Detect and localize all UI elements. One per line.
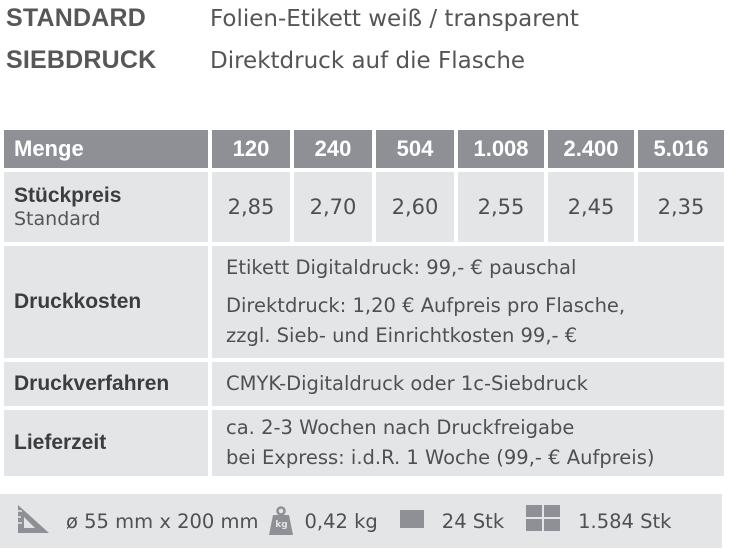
header-key: STANDARD xyxy=(6,4,147,32)
quantity-header: 2.400 xyxy=(548,130,634,168)
weight-icon-label: kg xyxy=(275,520,288,530)
header: STANDARD Folien-Etikett weiß / transpare… xyxy=(6,4,579,88)
quantity-header: 5.016 xyxy=(638,130,724,168)
price-cell: 2,35 xyxy=(638,172,724,242)
header-key: SIEBDRUCK xyxy=(6,46,157,74)
quantity-header: 120 xyxy=(212,130,290,168)
pallet-icon xyxy=(526,504,561,538)
druckverfahren-value: CMYK-Digitaldruck oder 1c-Siebdruck xyxy=(212,362,724,406)
table-row-price: Stückpreis Standard 2,85 2,70 2,60 2,55 … xyxy=(4,172,724,242)
price-cell: 2,85 xyxy=(212,172,290,242)
price-cell: 2,70 xyxy=(294,172,372,242)
header-row-standard: STANDARD Folien-Etikett weiß / transpare… xyxy=(6,4,579,46)
row-label: Stückpreis Standard xyxy=(4,172,208,242)
dimensions-text: ø 55 mm x 200 mm xyxy=(66,509,259,533)
price-label: Stückpreis xyxy=(14,184,122,207)
quantity-header: 504 xyxy=(376,130,454,168)
footer-specs: ø 55 mm x 200 mm kg 0,42 kg 24 Stk 1.584… xyxy=(0,494,722,548)
carton-spec: 24 Stk xyxy=(399,509,505,533)
lieferzeit-label: Lieferzeit xyxy=(4,410,208,476)
dimensions-spec: ø 55 mm x 200 mm xyxy=(16,503,258,540)
header-value: Folien-Etikett weiß / transparent xyxy=(210,6,579,32)
table-row-druckkosten: Druckkosten Etikett Digitaldruck: 99,- €… xyxy=(4,246,724,358)
druckkosten-value: Etikett Digitaldruck: 99,- € pauschal Di… xyxy=(212,246,724,358)
header-value: Direktdruck auf die Flasche xyxy=(210,48,526,74)
weight-spec: kg 0,42 kg xyxy=(268,506,378,536)
carton-text: 24 Stk xyxy=(441,509,505,533)
druckkosten-line: Direktdruck: 1,20 € Aufpreis pro Flasche… xyxy=(226,294,626,317)
druckkosten-label: Druckkosten xyxy=(4,246,208,358)
table-row-druckverfahren: Druckverfahren CMYK-Digitaldruck oder 1c… xyxy=(4,362,724,406)
quantity-header: 1.008 xyxy=(458,130,544,168)
ruler-triangle-icon xyxy=(16,503,52,540)
table-head-row: Menge 120 240 504 1.008 2.400 5.016 xyxy=(4,130,724,168)
lieferzeit-line: ca. 2-3 Wochen nach Druckfreigabe xyxy=(226,416,575,439)
druckverfahren-label: Druckverfahren xyxy=(4,362,208,406)
header-row-siebdruck: SIEBDRUCK Direktdruck auf die Flasche xyxy=(6,46,579,88)
pallet-text: 1.584 Stk xyxy=(578,509,672,533)
druckkosten-line: zzgl. Sieb- und Einrichtkosten 99,- € xyxy=(226,324,578,347)
price-cell: 2,60 xyxy=(376,172,454,242)
pallet-spec: 1.584 Stk xyxy=(526,504,672,538)
lieferzeit-line: bei Express: i.d.R. 1 Woche (99,- € Aufp… xyxy=(226,446,655,469)
weight-text: 0,42 kg xyxy=(304,509,378,533)
price-table: Menge 120 240 504 1.008 2.400 5.016 Stüc… xyxy=(4,126,726,480)
lieferzeit-value: ca. 2-3 Wochen nach Druckfreigabe bei Ex… xyxy=(212,410,724,476)
weight-icon: kg xyxy=(268,506,294,536)
carton-icon xyxy=(399,509,424,533)
price-cell: 2,55 xyxy=(458,172,544,242)
druckkosten-line: Etikett Digitaldruck: 99,- € pauschal xyxy=(226,256,577,279)
table-row-lieferzeit: Lieferzeit ca. 2-3 Wochen nach Druckfrei… xyxy=(4,410,724,476)
quantity-header: 240 xyxy=(294,130,372,168)
head-label: Menge xyxy=(4,130,208,168)
price-cell: 2,45 xyxy=(548,172,634,242)
price-sublabel: Standard xyxy=(14,208,101,230)
